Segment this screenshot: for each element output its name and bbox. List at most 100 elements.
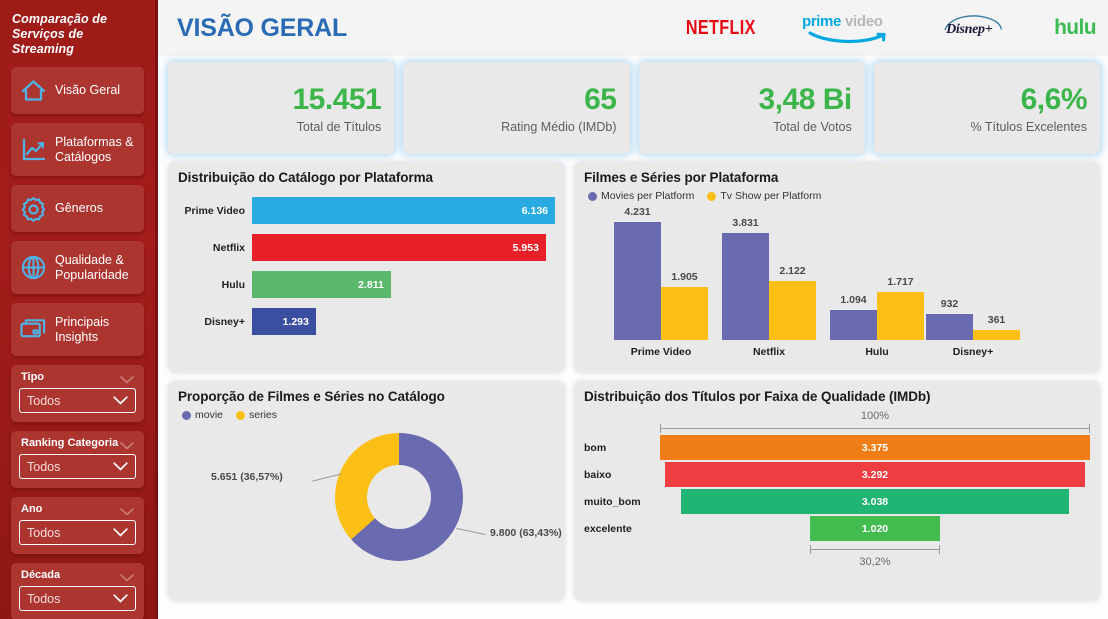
bar-fill[interactable]: 5.953 — [252, 234, 546, 261]
funnel-row[interactable]: bom 3.375 — [584, 435, 1090, 460]
legend-item-series[interactable]: series — [236, 409, 277, 421]
legend-label: Tv Show per Platform — [720, 190, 822, 202]
filter-ranking-categoria[interactable]: Ranking Categoria Todos — [11, 431, 144, 488]
filter-value: Todos — [27, 459, 61, 474]
funnel-bar[interactable]: 3.292 — [665, 462, 1085, 487]
column-group[interactable]: 932 361 Disney+ — [926, 298, 1020, 358]
bar-value-label: 2.811 — [358, 278, 384, 291]
kpi-label: Total de Votos — [773, 119, 852, 134]
bar-fill[interactable]: 1.293 — [252, 308, 316, 335]
column-value-label: 3.831 — [732, 217, 759, 230]
chevron-down-icon — [120, 437, 134, 455]
bar-fill[interactable]: 2.811 — [252, 271, 391, 298]
axis-tick — [938, 545, 940, 554]
column-bar-tvshows[interactable]: 1.905 — [661, 271, 708, 340]
axis-label-top: 100% — [860, 410, 890, 422]
sidebar-item-qualidade-popularidade[interactable]: Qualidade & Popularidade — [11, 241, 144, 294]
sidebar: Comparação de Serviços de Streaming Visã… — [0, 0, 158, 619]
panel-title: Distribuição dos Títulos por Faixa de Qu… — [584, 389, 931, 404]
legend-item-movie[interactable]: movie — [182, 409, 223, 421]
filter-decada[interactable]: Década Todos — [11, 563, 144, 619]
column-group[interactable]: 3.831 2.122 Netflix — [722, 217, 816, 358]
column-bar-tvshows[interactable]: 361 — [973, 314, 1020, 340]
prime-video-logo: prime video — [802, 11, 898, 45]
funnel-category-label: excelente — [584, 522, 632, 535]
filter-select-ano[interactable]: Todos — [19, 520, 136, 545]
sidebar-item-label: Plataformas & Catálogos — [55, 135, 134, 164]
chart-legend: movie series — [182, 409, 555, 421]
bar-value-label: 1.293 — [282, 315, 309, 328]
filter-label: Ranking Categoria — [21, 437, 119, 449]
column-bar-movies[interactable]: 3.831 — [722, 217, 769, 340]
funnel-bar[interactable]: 1.020 — [810, 516, 940, 541]
funnel-row[interactable]: excelente 1.020 — [584, 516, 1090, 541]
hulu-wordmark: hulu — [1054, 16, 1097, 39]
netflix-wordmark: NETFLIX — [686, 16, 757, 39]
chevron-down-icon — [120, 569, 134, 587]
axis-tick — [1089, 424, 1090, 433]
line-chart-icon — [11, 137, 55, 163]
bar-value-label: 6.136 — [521, 204, 548, 217]
funnel-bar[interactable]: 3.375 — [660, 435, 1090, 460]
column-bar-movies[interactable]: 932 — [926, 298, 973, 340]
sidebar-item-principais-insights[interactable]: Principais Insights — [11, 303, 144, 356]
legend-label: series — [249, 409, 278, 421]
column-bar-tvshows[interactable]: 1.717 — [877, 276, 924, 340]
filter-select-decada[interactable]: Todos — [19, 586, 136, 611]
legend-item-tvshows[interactable]: Tv Show per Platform — [707, 190, 821, 202]
filter-select-ranking-categoria[interactable]: Todos — [19, 454, 136, 479]
panel-title: Filmes e Séries por Plataforma — [584, 170, 779, 185]
column-bar-movies[interactable]: 4.231 — [614, 206, 661, 340]
filter-select-tipo[interactable]: Todos — [19, 388, 136, 413]
kpi-value: 15.451 — [292, 82, 382, 116]
sidebar-item-plataformas-catalogos[interactable]: Plataformas & Catálogos — [11, 123, 144, 176]
panel-title: Proporção de Filmes e Séries no Catálogo — [178, 389, 445, 404]
column-category-label: Prime Video — [630, 346, 692, 358]
leader-line-movie — [456, 527, 486, 536]
kpi-label: % Títulos Excelentes — [970, 119, 1088, 134]
funnel-bar[interactable]: 3.038 — [681, 489, 1069, 514]
column-bar-movies[interactable]: 1.094 — [830, 294, 877, 340]
disney-wordmark: Disnep+ — [946, 22, 993, 37]
kpi-value: 3,48 Bi — [758, 82, 853, 116]
kpi-card-rating-medio: 65 Rating Médio (IMDb) — [403, 62, 630, 154]
sidebar-item-label: Visão Geral — [55, 83, 121, 98]
axis-tick — [810, 545, 812, 554]
column-category-label: Netflix — [752, 346, 786, 358]
chevron-down-icon — [113, 458, 128, 476]
panel-distribuicao-qualidade: Distribuição dos Títulos por Faixa de Qu… — [574, 381, 1100, 601]
main-content: 15.451 Total de Títulos 65 Rating Médio … — [158, 56, 1108, 619]
panel-proporcao-filmes-series: Proporção de Filmes e Séries no Catálogo… — [168, 381, 565, 601]
column-group[interactable]: 1.094 1.717 Hulu — [830, 276, 924, 358]
column-value-label: 361 — [987, 313, 1006, 326]
bar-row[interactable]: Netflix 5.953 — [180, 234, 555, 261]
bar-row[interactable]: Prime Video 6.136 — [180, 197, 555, 224]
column-group[interactable]: 4.231 1.905 Prime Video — [614, 206, 708, 358]
bar-category-label: Netflix — [212, 241, 245, 254]
donut-ring[interactable] — [335, 433, 463, 561]
grouped-column-chart[interactable]: 4.231 1.905 Prime Video 3.831 2.122 Netflix 1.… — [596, 206, 1086, 362]
column-value-label: 1.905 — [671, 270, 698, 283]
funnel-track: 3.292 — [660, 462, 1090, 487]
legend-swatch — [236, 410, 246, 420]
funnel-row[interactable]: muito_bom 3.038 — [584, 489, 1090, 514]
column-bar-tvshows[interactable]: 2.122 — [769, 265, 816, 340]
bar-track: 1.293 — [252, 308, 555, 335]
bar-row[interactable]: Hulu 2.811 — [180, 271, 555, 298]
sidebar-item-visao-geral[interactable]: Visão Geral — [11, 67, 144, 114]
column-value-label: 2.122 — [779, 264, 806, 277]
horizontal-bar-chart[interactable]: Prime Video 6.136 Netflix 5.953 — [178, 197, 555, 335]
filter-ano[interactable]: Ano Todos — [11, 497, 144, 554]
funnel-row[interactable]: baixo 3.292 — [584, 462, 1090, 487]
sidebar-item-generos[interactable]: Gêneros — [11, 185, 144, 232]
bar-row[interactable]: Disney+ 1.293 — [180, 308, 555, 335]
filter-tipo[interactable]: Tipo Todos — [11, 365, 144, 422]
bar-fill[interactable]: 6.136 — [252, 197, 555, 224]
video-word: video — [844, 13, 883, 30]
legend-item-movies[interactable]: Movies per Platform — [588, 190, 694, 202]
funnel-chart[interactable]: 100% bom 3.375 baixo — [584, 410, 1090, 568]
axis-label-bottom: 30,2% — [859, 556, 891, 568]
donut-chart[interactable]: 5.651 (36,57%) 9.800 (63,43%) — [178, 425, 562, 585]
bar-category-label: Hulu — [221, 278, 245, 291]
bar-track: 5.953 — [252, 234, 555, 261]
